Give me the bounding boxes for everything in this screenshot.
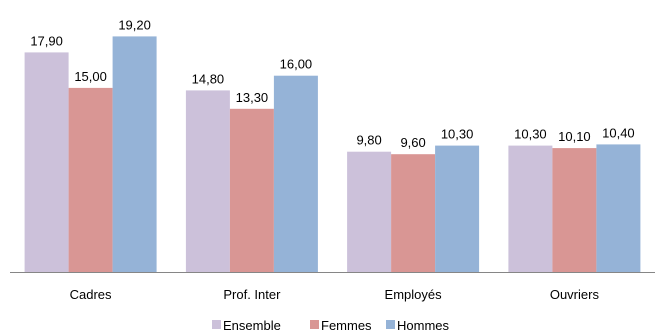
bar-employes-ensemble — [347, 151, 392, 272]
bar-ouvriers-hommes — [596, 144, 641, 272]
legend-label-ensemble: Ensemble — [223, 318, 281, 333]
value-labels-group: 17,90 15,00 19,20 14,80 13,30 16,00 9,80 9,60 10… — [30, 17, 634, 150]
legend-swatch-hommes — [386, 320, 395, 329]
bar-prof-inter-hommes — [273, 75, 318, 272]
category-label-ouvriers: Ouvriers — [550, 287, 600, 302]
value-label-cadres-hommes: 19,20 — [118, 17, 151, 32]
bar-prof-inter-femmes — [229, 108, 274, 272]
value-label-prof-inter-hommes: 16,00 — [280, 57, 313, 72]
legend-label-hommes: Hommes — [397, 318, 450, 333]
value-label-ouvriers-ensemble: 10,30 — [514, 127, 547, 142]
category-label-prof-inter: Prof. Inter — [223, 287, 281, 302]
bar-cadres-ensemble — [24, 52, 69, 273]
category-label-cadres: Cadres — [70, 287, 112, 302]
value-label-prof-inter-femmes: 13,30 — [236, 90, 269, 105]
bar-cadres-femmes — [68, 87, 113, 273]
bar-employes-hommes — [435, 145, 480, 272]
legend-swatch-ensemble — [212, 320, 221, 329]
bar-cadres-hommes — [112, 36, 157, 273]
value-label-employes-ensemble: 9,80 — [356, 133, 381, 148]
value-label-ouvriers-femmes: 10,10 — [558, 129, 591, 144]
value-label-employes-hommes: 10,30 — [441, 127, 474, 142]
value-label-cadres-ensemble: 17,90 — [30, 33, 63, 48]
legend-swatch-femmes — [310, 320, 319, 329]
bars-group — [24, 36, 641, 273]
bar-employes-femmes — [391, 154, 436, 272]
value-label-employes-femmes: 9,60 — [400, 135, 425, 150]
bar-ouvriers-ensemble — [508, 145, 553, 272]
bar-ouvriers-femmes — [552, 148, 597, 272]
value-label-prof-inter-ensemble: 14,80 — [192, 71, 225, 86]
bar-prof-inter-ensemble — [185, 90, 230, 273]
category-label-employes: Employés — [385, 287, 443, 302]
value-label-ouvriers-hommes: 10,40 — [602, 125, 635, 140]
value-label-cadres-femmes: 15,00 — [74, 69, 107, 84]
category-labels-group: Cadres Prof. Inter Employés Ouvriers — [70, 287, 600, 302]
legend: Ensemble Femmes Hommes — [212, 318, 450, 333]
legend-label-femmes: Femmes — [321, 318, 372, 333]
